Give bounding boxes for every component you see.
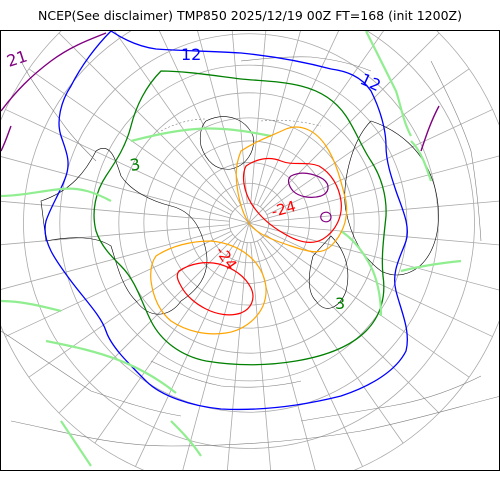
meridian-line	[266, 109, 493, 216]
latitude-circle	[118, 92, 380, 354]
meridian-line	[248, 222, 499, 291]
graticule	[1, 31, 499, 470]
meridian-line	[197, 31, 250, 224]
meridian-line	[182, 222, 250, 470]
meridian-line	[248, 222, 316, 470]
latitude-circle	[208, 182, 290, 264]
contour-minus6	[1, 31, 462, 467]
contour-minus33	[287, 172, 332, 223]
contour-minus24	[176, 157, 342, 316]
meridian-line	[58, 222, 250, 414]
meridian-line	[1, 224, 230, 246]
coastline-greenland	[199, 116, 254, 170]
coastline-europe	[308, 235, 349, 309]
latitude-circle	[1, 31, 499, 470]
meridian-line	[266, 230, 493, 337]
meridian-line	[58, 32, 250, 224]
meridian-line	[264, 233, 470, 378]
meridian-line	[248, 155, 499, 224]
contour-plus3	[93, 70, 387, 366]
label-12-top: 12	[181, 45, 201, 64]
label-minus24-upper: -24	[269, 197, 297, 221]
meridian-line	[250, 242, 272, 470]
meridian-line	[114, 31, 239, 208]
contour-plus12	[44, 31, 408, 411]
meridian-line	[5, 109, 232, 216]
meridian-line	[268, 224, 499, 246]
coastline-asia	[344, 120, 439, 276]
meridian-line	[1, 156, 250, 224]
map-frame: 21 12 12 3 3 -24 -24	[0, 30, 500, 471]
coastline-north-america	[40, 148, 208, 315]
map-title: NCEP(See disclaimer) TMP850 2025/12/19 0…	[38, 8, 462, 23]
meridian-line	[226, 242, 248, 470]
label-21: 21	[4, 46, 29, 70]
polar-stereographic-map: 21 12 12 3 3 -24 -24	[1, 31, 499, 470]
label-3-right: 3	[335, 294, 345, 313]
meridian-line	[268, 200, 499, 222]
contour-minus15	[150, 126, 348, 335]
meridian-line	[135, 240, 242, 467]
meridian-line	[1, 222, 250, 290]
meridian-line	[248, 222, 440, 414]
label-12-right: 12	[357, 69, 383, 95]
meridian-line	[231, 31, 248, 204]
latitude-circle	[143, 117, 355, 329]
latitude-circle	[23, 31, 475, 449]
meridian-line	[256, 31, 339, 206]
contour-plus21	[1, 32, 440, 152]
meridian-line	[28, 233, 234, 378]
latitude-circle	[166, 140, 332, 306]
meridian-line	[264, 68, 470, 213]
meridian-line	[248, 32, 440, 224]
meridian-line	[259, 238, 404, 444]
meridian-line	[159, 31, 242, 206]
label-3-left: 3	[128, 154, 141, 174]
meridian-line	[1, 200, 230, 222]
meridian-line	[259, 31, 384, 208]
meridian-line	[248, 31, 301, 224]
gray-contours	[1, 56, 499, 447]
meridian-line	[256, 240, 363, 467]
meridian-line	[5, 230, 232, 337]
